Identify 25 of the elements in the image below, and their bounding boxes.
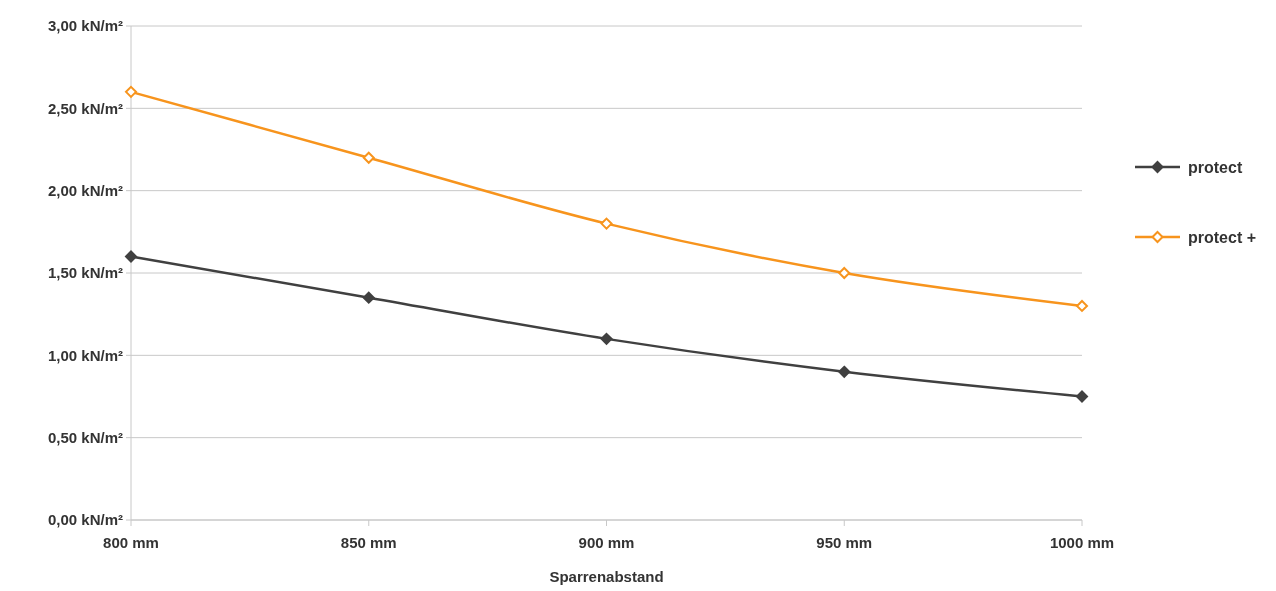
x-axis-title: Sparrenabstand (549, 568, 664, 585)
point (125, 85, 137, 98)
legend-label: protect + (1188, 228, 1257, 246)
y-tick-label: 0,00 kN/m² (47, 511, 123, 529)
y-tick-label: 3,00 kN/m² (47, 17, 123, 35)
point (1076, 390, 1088, 403)
x-tick-label: 800 mm (103, 534, 159, 551)
point (838, 267, 851, 279)
point (362, 291, 375, 304)
x-tick-label: 950 mm (816, 534, 873, 551)
x-tick-label: 850 mm (340, 534, 397, 551)
point (838, 365, 851, 378)
point (362, 151, 375, 164)
y-tick-label: 1,50 kN/m² (47, 264, 123, 282)
y-tick-label: 0,50 kN/m² (47, 428, 123, 446)
point (1076, 299, 1088, 312)
y-tick-label: 2,50 kN/m² (47, 99, 123, 117)
x-tick-label: 900 mm (578, 534, 635, 551)
y-tick-label: 1,00 kN/m² (47, 346, 123, 364)
legend-label: protect (1188, 158, 1243, 176)
point (125, 250, 137, 263)
point (600, 332, 613, 345)
y-tick-label: 2,00 kN/m² (47, 181, 123, 199)
x-tick-label: 1000 mm (1049, 534, 1115, 551)
point (600, 217, 613, 230)
